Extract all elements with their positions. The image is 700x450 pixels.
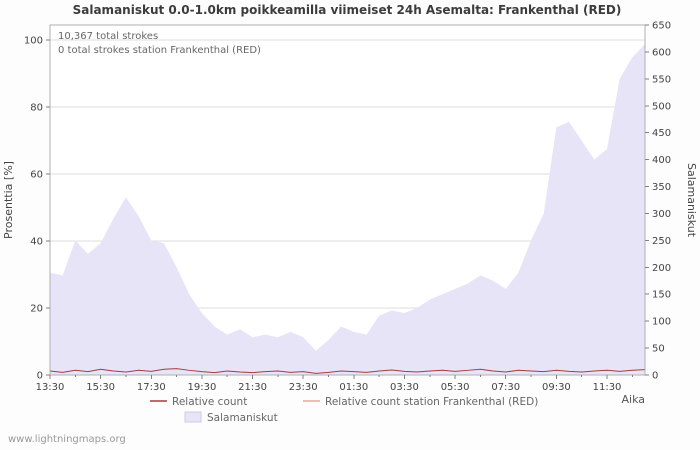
- axis-layer: 0 20 40 60 80 100 0 50 100 150 200 250 300 350 400 450 5…: [24, 21, 671, 394]
- right-tick-label: 150: [652, 290, 671, 301]
- x-tick-label: 09:30: [542, 382, 571, 393]
- right-tick-label: 600: [652, 47, 671, 58]
- right-tick-label: 500: [652, 101, 671, 112]
- area-series: [50, 43, 645, 375]
- left-axis-label: Prosenttia [%]: [2, 161, 15, 239]
- x-tick-label: 05:30: [441, 382, 470, 393]
- legend-label-relative-count: Relative count: [172, 396, 247, 408]
- left-tick-label: 80: [30, 103, 43, 114]
- x-tick-label: 21:30: [238, 382, 267, 393]
- right-tick-label: 300: [652, 209, 671, 220]
- line-series: [49, 368, 646, 374]
- x-axis-label: Aika: [622, 393, 646, 406]
- watermark-link: www.lightningmaps.org: [8, 434, 126, 445]
- x-tick-label: 11:30: [593, 382, 622, 393]
- legend-label-relative-count-station: Relative count station Frankenthal (RED): [325, 396, 538, 408]
- right-tick-label: 400: [652, 155, 671, 166]
- x-tick-label: 23:30: [289, 382, 318, 393]
- x-tick-label: 07:30: [491, 382, 520, 393]
- right-tick-label: 450: [652, 128, 671, 139]
- left-tick-label: 100: [24, 36, 43, 47]
- x-tick-label: 17:30: [137, 382, 166, 393]
- right-axis-label: Salamaniskut: [685, 163, 698, 238]
- x-tick-label: 01:30: [339, 382, 368, 393]
- chart-title: Salamaniskut 0.0-1.0km poikkeamilla viim…: [73, 3, 622, 17]
- right-tick-label: 250: [652, 236, 671, 247]
- legend-label-salamaniskut: Salamaniskut: [207, 412, 278, 424]
- x-tick-label: 03:30: [390, 382, 419, 393]
- x-tick-label: 13:30: [36, 382, 65, 393]
- right-tick-label: 0: [652, 371, 658, 382]
- right-tick-label: 200: [652, 263, 671, 274]
- right-tick-label: 350: [652, 182, 671, 193]
- right-tick-label: 100: [652, 317, 671, 328]
- left-tick-label: 60: [30, 170, 43, 181]
- right-tick-label: 50: [652, 344, 665, 355]
- left-tick-label: 0: [37, 371, 43, 382]
- x-tick-label: 15:30: [86, 382, 115, 393]
- right-tick-label: 550: [652, 74, 671, 85]
- total-strokes-annotation: 10,367 total strokes: [58, 31, 158, 42]
- left-tick-label: 40: [30, 237, 43, 248]
- station-strokes-annotation: 0 total strokes station Frankenthal (RED…: [58, 45, 261, 56]
- x-tick-label: 19:30: [188, 382, 217, 393]
- right-tick-label: 650: [652, 21, 671, 32]
- plot-border: [49, 24, 646, 376]
- legend-swatch-salamaniskut: [184, 411, 202, 423]
- left-tick-label: 20: [30, 304, 43, 315]
